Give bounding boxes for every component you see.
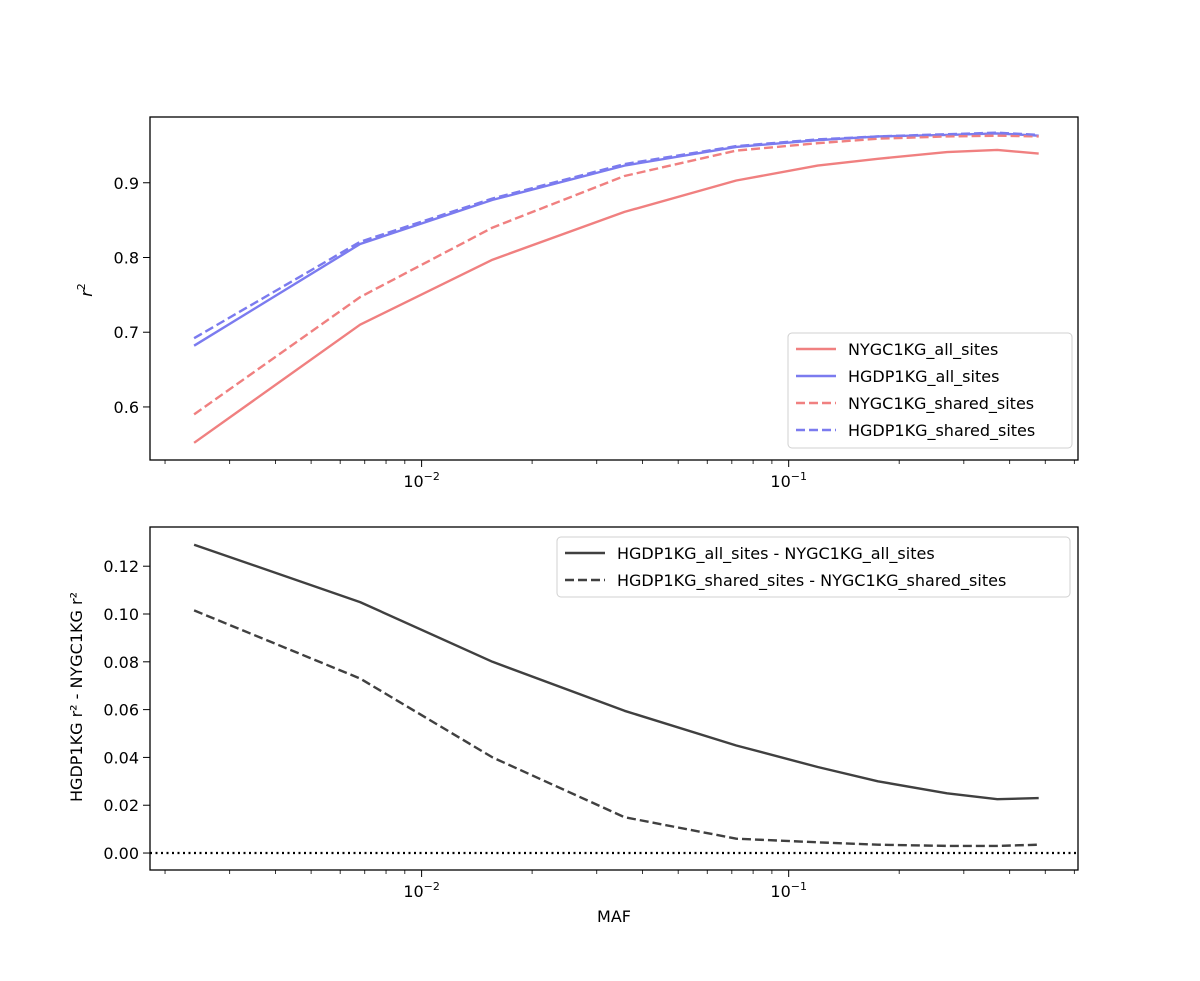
- series-line-0: [193, 543, 1039, 801]
- legend-label: NYGC1KG_all_sites: [848, 340, 998, 360]
- legend-label: HGDP1KG_all_sites: [848, 367, 999, 387]
- x-tick-label-exponent: −1: [791, 880, 807, 893]
- y-tick-label: 0.04: [103, 748, 139, 767]
- y-axis-label: HGDP1KG r² - NYGC1KG r²: [67, 592, 86, 802]
- y-tick-label: 0.9: [114, 174, 139, 193]
- x-tick-label: 10−2: [403, 880, 440, 901]
- series-line-0: [193, 148, 1039, 444]
- axes-frame: [149, 116, 1079, 461]
- legend-frame: [787, 332, 1073, 449]
- x-tick-label-base: 10: [403, 882, 423, 901]
- y-tick-label: 0.08: [103, 653, 139, 672]
- x-tick-label: 10−1: [770, 880, 807, 901]
- legend-frame: [556, 536, 1071, 598]
- y-tick-label: 0.06: [103, 701, 139, 720]
- series-line-1: [193, 132, 1039, 347]
- y-tick-label: 0.6: [114, 398, 139, 417]
- x-tick-label-exponent: −2: [424, 880, 440, 893]
- chart-1: 10−2 10−10.000.020.040.060.080.100.12HGDP…: [67, 526, 1079, 926]
- y-tick-label: 0.12: [103, 557, 139, 576]
- legend-label: NYGC1KG_shared_sites: [848, 394, 1034, 414]
- legend: HGDP1KG_all_sites - NYGC1KG_all_sites HGD…: [556, 536, 1071, 598]
- y-axis-label-sup: 2: [75, 283, 88, 290]
- legend-label: HGDP1KG_shared_sites: [848, 421, 1035, 441]
- y-tick-label: 0.10: [103, 605, 139, 624]
- x-tick-label-base: 10: [403, 472, 423, 491]
- legend: NYGC1KG_all_sites HGDP1KG_all_sites NYGC1K…: [787, 332, 1073, 449]
- y-tick-label: 0.7: [114, 323, 139, 342]
- chart-0: 10−2 10−10.60.70.80.9NYGC1KG_all_sitesHGD…: [75, 116, 1079, 491]
- legend-label: HGDP1KG_all_sites - NYGC1KG_all_sites: [617, 544, 935, 564]
- x-tick-label-base: 10: [770, 472, 790, 491]
- legend-label: HGDP1KG_shared_sites - NYGC1KG_shared_si…: [617, 571, 1006, 591]
- y-tick-label: 0.02: [103, 796, 139, 815]
- y-tick-label: 0.8: [114, 248, 139, 267]
- x-axis-label: MAF: [597, 907, 631, 926]
- series-line-1: [193, 609, 1039, 848]
- series-line-2: [193, 134, 1039, 416]
- x-tick-label: 10−2: [403, 470, 440, 491]
- x-tick-label: 10−1: [770, 470, 807, 491]
- x-tick-label-base: 10: [770, 882, 790, 901]
- x-tick-label-exponent: −1: [791, 470, 807, 483]
- y-axis-label: r2: [75, 283, 96, 297]
- y-tick-label: 0.00: [103, 844, 139, 863]
- x-tick-label-exponent: −2: [424, 470, 440, 483]
- y-axis-label-var: r: [77, 289, 96, 297]
- series-line-3: [193, 131, 1039, 340]
- axes-frame: [149, 526, 1079, 871]
